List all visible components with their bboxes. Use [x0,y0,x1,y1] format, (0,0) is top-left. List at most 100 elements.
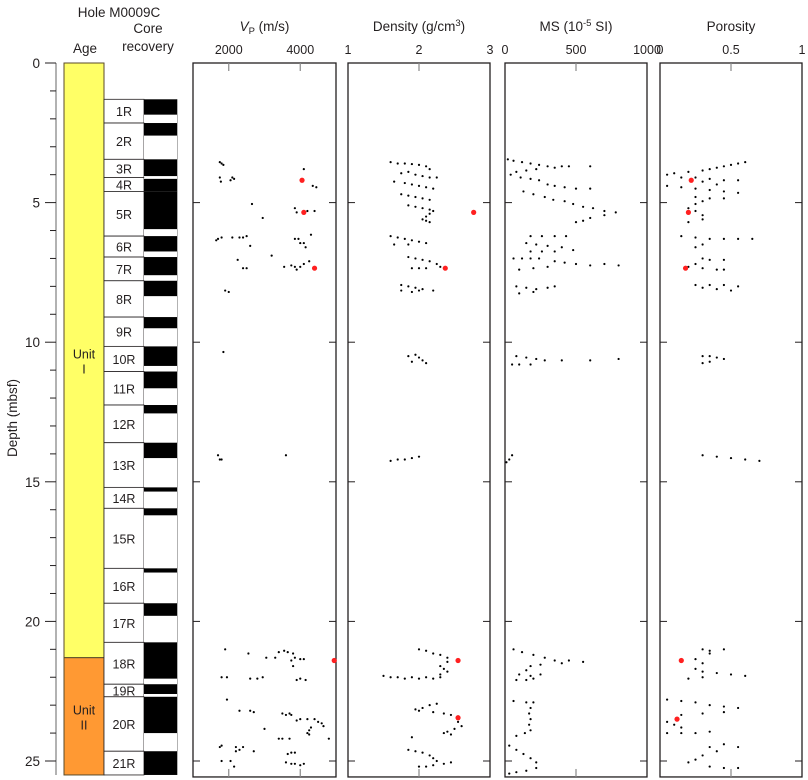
core-recovered-segment [144,508,177,516]
density-logging-point [446,730,449,733]
porosity-logging-point [708,745,711,749]
porosity-logging-point [701,676,704,679]
porosity-logging-point [737,191,740,194]
density-logging-point [421,706,424,710]
density-logging-point [407,255,410,259]
density-logging-point [421,288,424,291]
density-logging-point [414,286,417,289]
vp-logging-point [229,179,232,182]
ms-logging-point [543,195,546,199]
density-logging-point [435,262,438,266]
density-logging-point [428,167,431,171]
ms-logging-point [540,235,544,238]
ms-logging-point [529,706,532,710]
vp-logging-point [252,750,255,753]
age-unit-label: I [82,362,85,376]
core-label: 17R [113,617,136,631]
ms-logging-point [525,701,528,704]
ms-logging-point [560,165,563,168]
density-logging-point [421,751,424,754]
porosity-logging-point [722,165,726,168]
porosity-logging-point [701,180,704,183]
ms-logging-point [529,235,532,238]
panel-frame [504,62,648,778]
density-logging-point [417,163,421,167]
chart-title: Hole M0009C [78,5,161,20]
porosity-logging-point [722,237,726,240]
ms-logging-point [567,659,571,662]
porosity-logging-point [722,190,726,193]
density-logging-point [389,161,392,164]
porosity-logging-point [708,258,711,261]
vp-logging-point [247,652,250,655]
density-logging-point [393,243,396,246]
density-logging-point [400,193,403,196]
density-logging-point [410,239,413,242]
core-label: 6R [116,241,132,255]
ms-logging-point [529,177,532,180]
ms-logging-point [553,260,556,263]
porosity-logging-point [715,166,718,169]
vp-logging-point [304,678,307,682]
ms-logging-point [546,165,549,168]
density-logging-point [400,289,403,292]
density-logging-point [410,290,413,294]
density-logging-point [439,265,442,268]
core-recovered-segment [144,346,177,366]
density-discrete-point [471,209,477,215]
density-logging-point [435,759,438,763]
porosity-logging-point [715,671,718,675]
density-logging-point [389,235,392,238]
density-logging-point [425,165,428,168]
density-logging-point [410,360,413,363]
core-label: 18R [113,657,136,671]
core-label: 1R [116,105,132,119]
density-logging-point [432,209,435,213]
porosity-logging-point [687,207,690,210]
ms-logging-point [546,183,549,186]
density-logging-point [414,750,417,753]
ms-logging-point [546,265,549,268]
core-label: 8R [116,293,132,307]
core-box [103,442,145,488]
density-logging-point [414,353,417,356]
depth-tick-label: 25 [25,754,40,769]
porosity-logging-point [680,713,683,717]
vp-logging-point [241,745,245,749]
density-logging-point [410,162,413,166]
panel-tick-label: 1 [799,43,806,57]
vp-logging-point [220,744,223,747]
porosity-logging-point [737,766,740,770]
ms-logging-point [519,176,522,179]
core-recovered-segment [144,371,177,389]
porosity-logging-point [694,758,697,761]
porosity-logging-point [708,167,711,171]
ms-logging-point [553,166,556,169]
ms-logging-point [515,748,518,751]
density-logging-point [446,670,449,673]
density-logging-point [400,172,403,175]
porosity-logging-point [744,458,747,461]
vp-logging-point [315,186,318,189]
ms-logging-point [515,285,518,288]
vp-logging-point [306,718,309,721]
ms-logging-point [520,257,524,260]
ms-logging-point [515,355,518,358]
ms-logging-point [532,701,535,704]
density-logging-point [414,195,417,199]
vp-logging-point [220,458,223,461]
ms-logging-point [508,458,511,461]
vp-logging-point [290,659,293,662]
panel-porosity: Porosity 0 0.5 1 [657,19,806,778]
porosity-logging-point [722,705,726,708]
porosity-logging-point [694,176,697,179]
ms-logging-point [515,678,518,682]
ms-logging-point [603,209,606,213]
density-logging-point [425,649,428,652]
vp-logging-point [222,350,225,354]
ms-logging-point [564,235,568,238]
ms-logging-point [537,257,541,260]
vp-logging-point [283,649,286,652]
core-recovered-segment [144,123,177,136]
